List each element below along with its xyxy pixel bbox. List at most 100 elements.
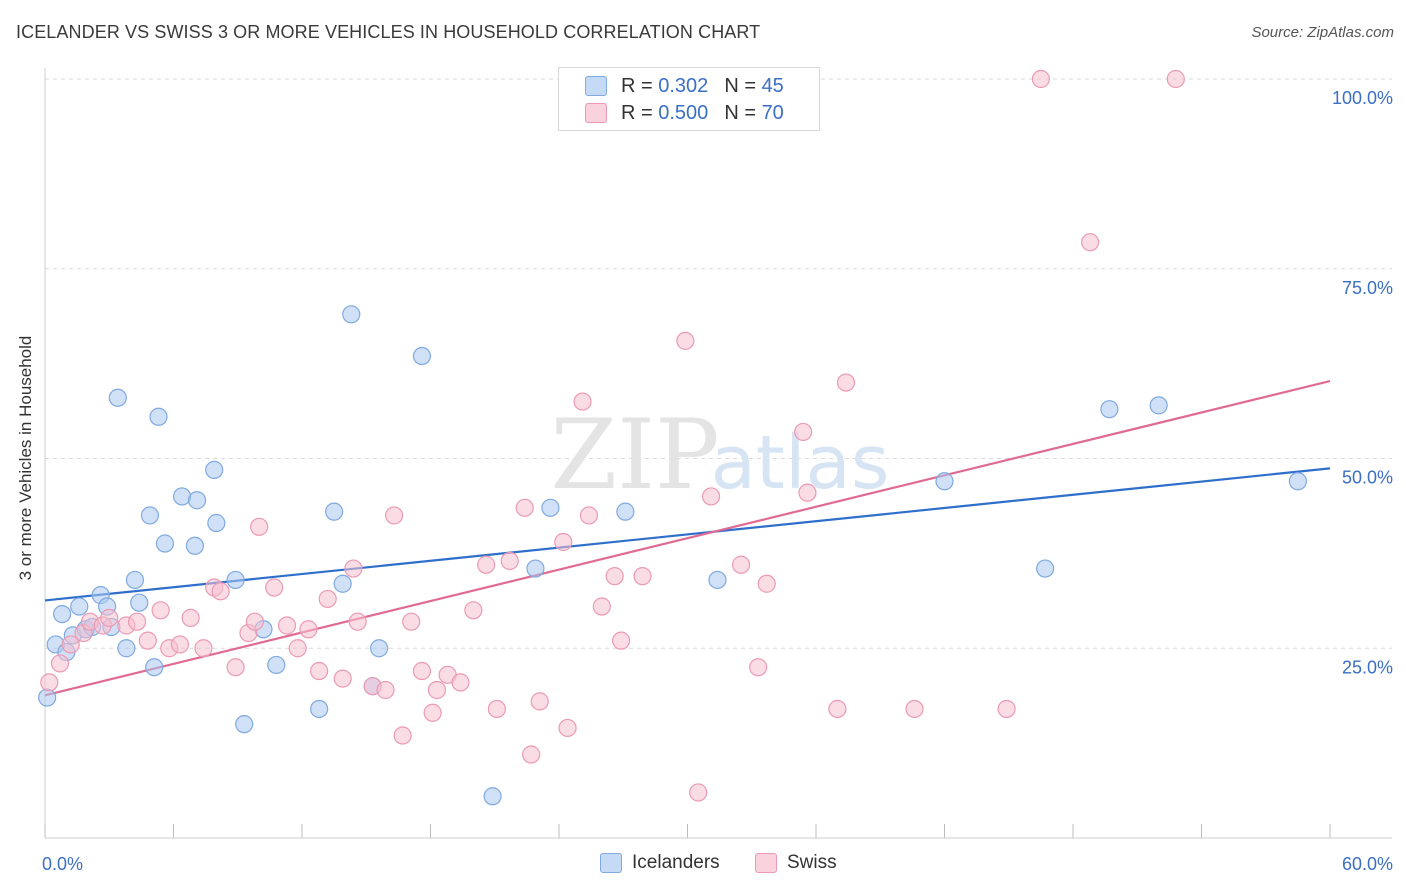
source-label: Source: ZipAtlas.com — [1251, 24, 1394, 41]
icelanders-point — [1100, 400, 1119, 419]
icelanders-point — [140, 506, 160, 525]
legend-r-value: 0.302 — [658, 74, 709, 97]
swiss-point — [731, 555, 751, 574]
legend-swatch-swiss — [585, 103, 607, 123]
swiss-point — [384, 506, 404, 525]
icelanders-point — [1149, 396, 1168, 415]
icelanders-trend-line — [44, 467, 1331, 602]
icelanders-point — [38, 688, 57, 707]
swiss-point — [277, 616, 297, 635]
swiss-point — [348, 612, 367, 631]
icelanders-point — [117, 639, 136, 658]
swiss-point — [464, 601, 483, 620]
trend-lines — [44, 380, 1331, 697]
icelanders-point — [185, 536, 205, 555]
icelanders-point — [412, 346, 432, 366]
watermark-zip: ZIP — [550, 399, 719, 511]
x-tick-label: 60.0% — [1342, 854, 1393, 874]
swiss-point — [245, 612, 264, 631]
swiss-point — [344, 559, 363, 578]
correlation-legend: R = 0.302 N = 45 R = 0.500 N = 70 — [558, 67, 820, 131]
swiss-point — [1031, 69, 1050, 89]
swiss-point — [749, 658, 768, 677]
swiss-point — [905, 699, 924, 719]
icelanders-point — [267, 655, 286, 675]
swiss-point — [427, 680, 447, 700]
swiss-point — [451, 673, 470, 692]
gridlines — [45, 78, 1392, 649]
swiss-point — [612, 631, 631, 650]
swiss-point — [579, 506, 599, 525]
legend-item-icelanders: Icelanders — [600, 852, 720, 874]
legend-swatch-icelanders — [600, 853, 622, 873]
series-legend: Icelanders Swiss — [0, 852, 1406, 876]
swiss-point — [288, 639, 307, 658]
icelanders-point — [1036, 559, 1055, 578]
swiss-point — [515, 498, 534, 517]
legend-swatch-swiss — [755, 853, 777, 873]
icelanders-point — [226, 570, 245, 590]
swiss-point — [1166, 69, 1185, 89]
swiss-point — [333, 669, 352, 688]
icelanders-point — [310, 699, 329, 719]
swiss-point — [676, 331, 695, 350]
swiss-point — [794, 422, 813, 442]
y-tick-label: 25.0% — [1342, 657, 1393, 677]
icelanders-point — [325, 502, 344, 521]
swiss-point — [522, 745, 541, 764]
x-tick-label: 0.0% — [42, 854, 83, 874]
icelanders-point — [483, 787, 502, 806]
swiss-point — [757, 574, 776, 593]
swiss-point — [151, 601, 170, 620]
legend-label-icelanders: Icelanders — [632, 852, 720, 873]
swiss-point — [211, 582, 230, 601]
swiss-point — [226, 658, 245, 677]
swiss-point — [828, 699, 847, 719]
swiss-point — [836, 373, 856, 392]
swiss-point — [181, 608, 200, 627]
swiss-point — [689, 783, 708, 802]
swiss-point — [701, 487, 721, 506]
swiss-point — [318, 589, 337, 609]
legend-r-label: R = — [621, 101, 653, 124]
icelanders-point — [235, 715, 254, 734]
swiss-point — [194, 639, 213, 658]
swiss-point — [170, 635, 190, 654]
icelanders-point — [207, 513, 226, 533]
icelanders-point — [125, 570, 145, 590]
legend-item-swiss: Swiss — [755, 852, 837, 874]
legend-r-label: R = — [621, 74, 653, 97]
legend-n-label: N = — [724, 101, 756, 124]
swiss-point — [265, 578, 284, 597]
swiss-point — [605, 567, 624, 586]
swiss-trend-line — [44, 380, 1331, 697]
legend-n-label: N = — [724, 74, 756, 97]
swiss-point — [61, 635, 80, 654]
tick-labels: 25.0% 50.0% 75.0% 100.0% 0.0% 60.0% — [42, 88, 1393, 874]
swiss-point — [500, 551, 519, 571]
swiss-point — [530, 692, 549, 711]
y-tick-label: 100.0% — [1332, 88, 1393, 108]
y-tick-label: 50.0% — [1342, 468, 1393, 488]
swiss-point — [138, 631, 157, 650]
icelanders-point — [370, 639, 389, 658]
swiss-point — [376, 680, 395, 700]
legend-swatch-icelanders — [585, 76, 607, 96]
swiss-point — [554, 532, 573, 552]
icelanders-point — [172, 487, 192, 506]
icelanders-point — [145, 658, 164, 677]
icelanders-point — [526, 559, 545, 578]
icelanders-point — [53, 604, 72, 624]
icelanders-point — [616, 502, 635, 521]
icelanders-point — [130, 593, 149, 612]
icelanders-point — [155, 534, 175, 553]
swiss-point — [798, 483, 817, 502]
legend-row-icelanders: R = 0.302 N = 45 — [585, 73, 784, 99]
icelanders-point — [708, 570, 727, 590]
legend-r-value: 0.500 — [658, 101, 709, 124]
swiss-point — [100, 608, 119, 627]
swiss-point — [997, 699, 1016, 719]
swiss-point — [127, 612, 147, 631]
icelanders-point — [935, 472, 954, 491]
